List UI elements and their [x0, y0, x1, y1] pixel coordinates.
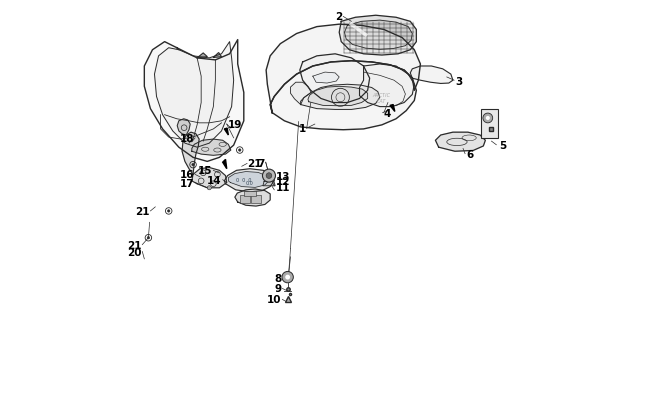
- Polygon shape: [213, 53, 222, 58]
- Polygon shape: [177, 119, 190, 136]
- Circle shape: [263, 170, 276, 183]
- Polygon shape: [197, 54, 207, 59]
- Text: 21: 21: [135, 207, 150, 216]
- Bar: [251, 195, 261, 203]
- Polygon shape: [223, 160, 227, 169]
- Text: 16: 16: [180, 170, 194, 180]
- Text: 18: 18: [180, 134, 194, 143]
- Polygon shape: [224, 129, 228, 136]
- Text: 9: 9: [274, 284, 281, 294]
- Text: 17: 17: [179, 178, 194, 188]
- Polygon shape: [301, 85, 380, 110]
- Polygon shape: [155, 43, 233, 148]
- Circle shape: [285, 275, 290, 280]
- Text: 3: 3: [456, 77, 463, 87]
- Text: 20: 20: [127, 247, 142, 257]
- Bar: [481, 110, 497, 139]
- Polygon shape: [182, 133, 199, 175]
- Circle shape: [168, 210, 170, 213]
- Polygon shape: [300, 55, 370, 103]
- Circle shape: [207, 186, 211, 190]
- Polygon shape: [339, 16, 417, 56]
- Text: 1: 1: [298, 124, 306, 134]
- Text: 13: 13: [276, 171, 290, 181]
- Text: 21: 21: [127, 240, 142, 250]
- Text: 14: 14: [207, 175, 222, 185]
- Polygon shape: [359, 65, 414, 107]
- Circle shape: [282, 272, 293, 283]
- Polygon shape: [228, 172, 269, 188]
- Bar: [244, 192, 256, 196]
- Text: 19: 19: [227, 120, 242, 130]
- Text: 4: 4: [384, 109, 391, 119]
- Circle shape: [486, 117, 490, 121]
- Polygon shape: [436, 133, 486, 152]
- Polygon shape: [291, 83, 311, 105]
- Polygon shape: [308, 87, 368, 107]
- Polygon shape: [235, 190, 270, 207]
- Polygon shape: [192, 168, 227, 188]
- Polygon shape: [390, 105, 395, 112]
- Circle shape: [147, 237, 150, 239]
- Polygon shape: [144, 40, 244, 162]
- Text: 12: 12: [276, 177, 290, 186]
- Polygon shape: [224, 169, 274, 192]
- Text: ARCTIC
CAT: ARCTIC CAT: [372, 93, 390, 104]
- Circle shape: [483, 114, 493, 124]
- Text: 0  0  0: 0 0 0: [236, 178, 252, 183]
- Bar: [240, 195, 250, 203]
- Text: 8: 8: [274, 273, 281, 283]
- Circle shape: [239, 149, 241, 152]
- Text: 21: 21: [247, 159, 261, 169]
- Text: 10: 10: [266, 295, 281, 305]
- Polygon shape: [270, 62, 417, 130]
- Polygon shape: [410, 67, 453, 84]
- Text: 6: 6: [466, 150, 473, 160]
- Polygon shape: [266, 25, 421, 113]
- Text: 11: 11: [276, 182, 290, 192]
- Circle shape: [266, 173, 272, 179]
- Text: 5: 5: [499, 141, 506, 151]
- Text: 15: 15: [198, 166, 212, 176]
- Text: 7: 7: [257, 158, 265, 168]
- Circle shape: [192, 164, 194, 166]
- Polygon shape: [344, 21, 412, 50]
- Polygon shape: [263, 182, 275, 186]
- Polygon shape: [192, 140, 231, 156]
- Polygon shape: [313, 73, 339, 84]
- Text: 2: 2: [335, 13, 342, 22]
- Text: 0.0: 0.0: [246, 181, 254, 186]
